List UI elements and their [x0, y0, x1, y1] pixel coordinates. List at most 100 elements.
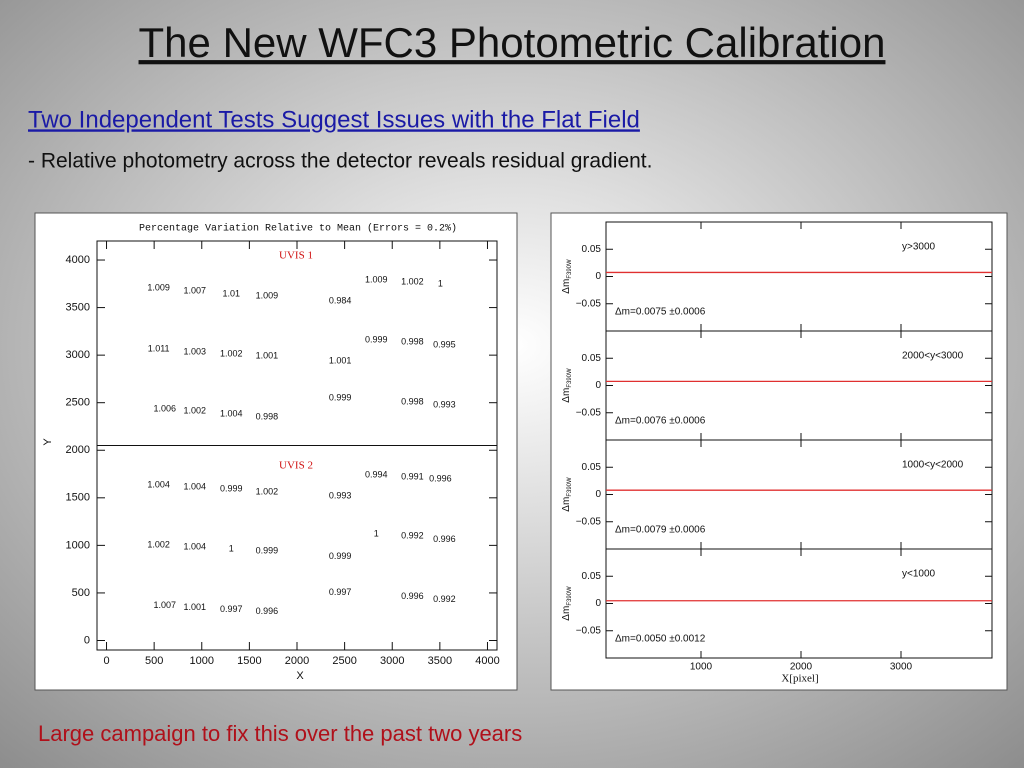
- panel-name: 2000<y<3000: [902, 351, 964, 362]
- panel-annotation: Δm=0.0076 ±0.0006: [615, 416, 706, 427]
- point-label: 0.984: [329, 295, 352, 305]
- point-label: 1.004: [183, 482, 206, 492]
- y-tick-label: 3000: [66, 349, 90, 361]
- left-panel: [34, 212, 518, 691]
- annotation: UVIS 1: [279, 250, 313, 262]
- point-label: 1.009: [365, 274, 388, 284]
- point-label: 1: [229, 544, 234, 554]
- panel-name: 1000<y<2000: [902, 460, 964, 471]
- y-tick-label: 0: [595, 598, 601, 609]
- point-label: 0.995: [433, 340, 456, 350]
- y-tick-label: 4000: [66, 254, 90, 266]
- y-tick-label: −0.05: [576, 516, 602, 527]
- y-tick-label: 0: [595, 380, 601, 391]
- point-label: 1.003: [183, 346, 206, 356]
- point-label: 1.002: [147, 540, 170, 550]
- y-axis-label: ΔmF390W: [561, 368, 573, 403]
- point-label: 0.992: [401, 531, 424, 541]
- x-tick-label: 4000: [475, 655, 499, 667]
- y-axis-label-main: Δm: [561, 606, 572, 621]
- point-label: 0.996: [401, 591, 424, 601]
- x-tick-label: 3500: [428, 655, 452, 667]
- point-label: 0.999: [329, 393, 352, 403]
- y-tick-label: 0.05: [582, 353, 602, 364]
- point-label: 0.999: [256, 546, 279, 556]
- point-label: 1.009: [147, 282, 170, 292]
- subtitle-link[interactable]: Two Independent Tests Suggest Issues wit…: [28, 106, 640, 133]
- point-label: 1.009: [256, 290, 279, 300]
- y-tick-label: 0: [595, 271, 601, 282]
- point-label: 1.011: [148, 344, 170, 354]
- y-tick-label: −0.05: [576, 625, 602, 636]
- y-axis-label: Y: [42, 438, 54, 446]
- point-label: 0.996: [429, 474, 452, 484]
- point-label: 0.999: [365, 334, 388, 344]
- y-tick-label: 3500: [66, 301, 90, 313]
- x-axis-label: X: [296, 670, 304, 682]
- x-tick-label: 2000: [790, 662, 813, 673]
- point-label: 1: [374, 529, 379, 539]
- y-axis-label: ΔmF390W: [561, 259, 573, 294]
- point-label: 0.998: [401, 336, 424, 346]
- point-label: 0.999: [329, 551, 352, 561]
- footer: Large campaign to fix this over the past…: [38, 721, 522, 746]
- right-panel: [550, 212, 1008, 691]
- y-tick-label: 500: [72, 587, 90, 599]
- y-tick-label: 0.05: [582, 462, 602, 473]
- point-label: 0.994: [365, 470, 388, 480]
- point-label: 1.006: [153, 404, 176, 414]
- y-tick-label: −0.05: [576, 298, 602, 309]
- y-axis-label-main: Δm: [561, 497, 572, 512]
- x-tick-label: 2500: [332, 655, 356, 667]
- point-label: 1.004: [220, 409, 243, 419]
- y-axis-label-main: Δm: [561, 279, 572, 294]
- point-label: 1.001: [183, 602, 206, 612]
- point-label: 1.007: [183, 285, 206, 295]
- point-label: 0.993: [433, 400, 456, 410]
- y-axis-label: ΔmF390W: [561, 586, 573, 621]
- point-label: 1.002: [220, 348, 243, 358]
- point-label: 1.002: [401, 276, 424, 286]
- y-axis-label-main: Δm: [561, 388, 572, 403]
- point-label: 1.004: [183, 542, 206, 552]
- y-axis-label-sub: F390W: [567, 368, 573, 388]
- y-tick-label: 0.05: [582, 571, 602, 582]
- point-label: 0.998: [401, 397, 424, 407]
- point-label: 0.991: [401, 472, 424, 482]
- y-tick-label: 1500: [66, 492, 90, 504]
- y-tick-label: 0: [595, 489, 601, 500]
- point-label: 0.997: [329, 587, 352, 597]
- y-tick-label: 2000: [66, 444, 90, 456]
- y-tick-label: −0.05: [576, 407, 602, 418]
- point-label: 1: [438, 278, 443, 288]
- chart-title: Percentage Variation Relative to Mean (E…: [139, 223, 457, 235]
- panel-annotation: Δm=0.0079 ±0.0006: [615, 525, 706, 536]
- bullet: - Relative photometry across the detecto…: [28, 150, 652, 173]
- point-label: 0.998: [256, 412, 279, 422]
- panel-name: y>3000: [902, 242, 936, 253]
- slide-title: The New WFC3 Photometric Calibration: [139, 19, 886, 66]
- point-label: 1.01: [223, 288, 241, 298]
- y-tick-label: 2500: [66, 397, 90, 409]
- point-label: 0.996: [433, 534, 456, 544]
- point-label: 1.001: [329, 356, 352, 366]
- panel-annotation: Δm=0.0075 ±0.0006: [615, 307, 706, 318]
- y-axis-label: ΔmF390W: [561, 477, 573, 512]
- y-axis-label-sub: F390W: [567, 477, 573, 497]
- point-label: 1.002: [256, 487, 279, 497]
- y-tick-label: 0: [84, 634, 90, 646]
- panel-name: y<1000: [902, 569, 936, 580]
- y-tick-label: 1000: [66, 539, 90, 551]
- point-label: 0.993: [329, 491, 352, 501]
- point-label: 1.002: [183, 406, 206, 416]
- point-label: 1.004: [147, 480, 170, 490]
- x-tick-label: 1500: [237, 655, 261, 667]
- point-label: 0.992: [433, 594, 456, 604]
- point-label: 0.997: [220, 604, 243, 614]
- x-tick-label: 3000: [890, 662, 913, 673]
- annotation: UVIS 2: [279, 460, 313, 472]
- point-label: 1.001: [256, 351, 279, 361]
- x-tick-label: 3000: [380, 655, 404, 667]
- y-tick-label: 0.05: [582, 244, 602, 255]
- x-tick-label: 1000: [690, 662, 713, 673]
